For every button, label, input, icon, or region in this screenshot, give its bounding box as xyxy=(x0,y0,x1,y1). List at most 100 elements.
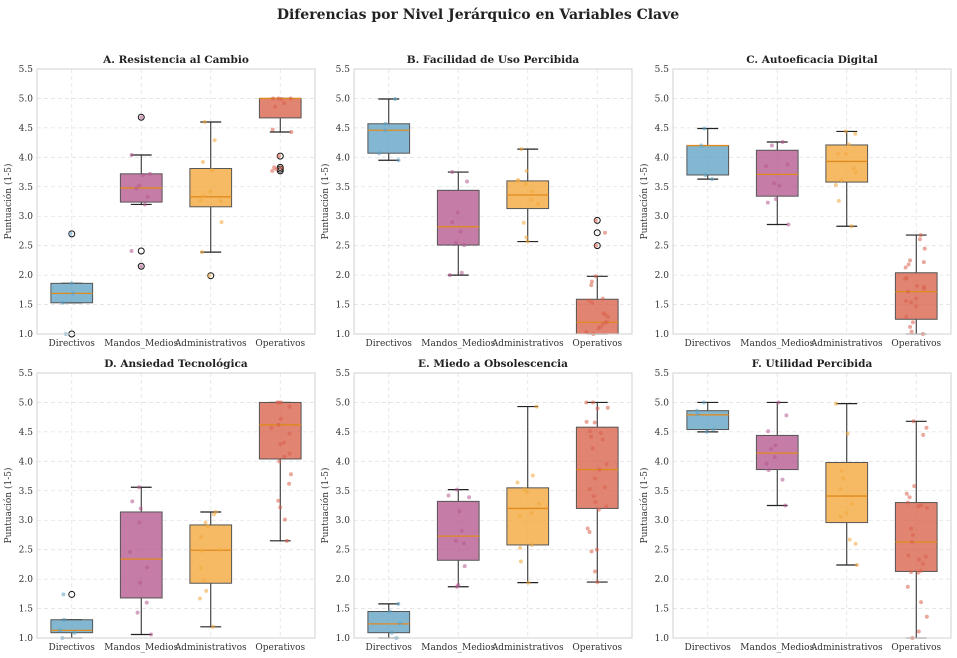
data-point xyxy=(903,299,908,304)
data-point xyxy=(703,173,708,177)
box-operativos xyxy=(575,400,619,585)
data-point xyxy=(702,126,707,131)
data-point xyxy=(924,505,929,510)
data-point xyxy=(446,493,451,498)
box-operativos xyxy=(575,216,619,336)
y-tick-label: 4.5 xyxy=(19,428,34,438)
box-mandos-medios xyxy=(755,140,799,227)
data-point xyxy=(603,312,608,317)
data-point xyxy=(851,166,856,171)
x-tick-label: Directivos xyxy=(366,339,413,349)
data-point xyxy=(523,181,528,186)
data-point xyxy=(838,514,843,519)
y-tick-label: 4.5 xyxy=(336,124,351,134)
data-point xyxy=(383,128,388,133)
data-point xyxy=(905,584,910,589)
iqr-box xyxy=(436,189,480,246)
data-point xyxy=(766,468,771,473)
x-tick-label: Administrativos xyxy=(491,339,564,349)
x-tick-label: Operativos xyxy=(255,339,305,349)
outlier-point xyxy=(137,113,145,121)
data-point xyxy=(217,548,222,553)
data-point xyxy=(903,265,908,270)
y-tick-label: 5.5 xyxy=(336,369,351,379)
iqr-box xyxy=(367,611,411,634)
data-point xyxy=(603,230,608,235)
data-point xyxy=(377,151,382,156)
data-point xyxy=(598,431,603,436)
y-tick-label: 5.0 xyxy=(655,94,670,104)
box-administrativos xyxy=(189,509,233,629)
data-point xyxy=(383,121,388,126)
y-tick-label: 5.5 xyxy=(19,65,34,75)
data-point xyxy=(593,218,598,223)
y-tick-label: 3.0 xyxy=(655,212,670,222)
data-point xyxy=(924,614,929,619)
y-tick-label: 2.0 xyxy=(19,271,34,281)
y-tick-label: 3.5 xyxy=(655,487,670,497)
data-point xyxy=(271,96,276,101)
data-point xyxy=(695,412,700,417)
data-point xyxy=(529,542,534,547)
data-point xyxy=(199,548,204,553)
y-tick-label: 2.5 xyxy=(336,546,351,556)
iqr-box xyxy=(825,144,869,183)
y-axis-label: Puntuación (1-5) xyxy=(320,468,331,544)
data-point xyxy=(914,296,919,301)
data-point xyxy=(592,476,597,481)
outlier-point xyxy=(137,247,145,255)
data-point xyxy=(594,547,599,552)
data-point xyxy=(710,177,715,182)
data-point xyxy=(198,565,203,570)
data-point xyxy=(597,467,602,472)
panel-b: 1.0 1.5 2.0 2.5 3.0 3.5 4.0 4.5 5.0 5.5 Directivos… xyxy=(320,54,633,349)
box-operativos xyxy=(894,419,938,640)
y-tick-label: 1.0 xyxy=(19,634,34,644)
data-point xyxy=(210,168,215,173)
data-point xyxy=(586,298,591,303)
data-point xyxy=(145,565,150,570)
data-point xyxy=(218,198,223,203)
y-tick-label: 5.5 xyxy=(19,369,34,379)
axes-frame xyxy=(672,372,952,639)
data-point xyxy=(921,260,926,265)
data-point xyxy=(593,499,598,504)
data-point xyxy=(600,296,605,301)
y-tick-label: 1.5 xyxy=(19,605,34,615)
y-tick-label: 1.5 xyxy=(655,605,670,615)
y-tick-label: 4.0 xyxy=(19,153,34,163)
data-point xyxy=(536,501,541,506)
data-point xyxy=(62,617,67,622)
data-point xyxy=(147,171,152,176)
data-point xyxy=(588,429,593,434)
data-point xyxy=(71,291,76,296)
data-point xyxy=(138,506,143,511)
y-axis-label: Puntuación (1-5) xyxy=(3,468,14,544)
data-point xyxy=(518,559,523,564)
data-point xyxy=(764,461,769,466)
data-point xyxy=(134,186,139,191)
data-point xyxy=(909,526,914,531)
data-point xyxy=(127,550,132,555)
data-point xyxy=(465,179,470,184)
data-point xyxy=(130,499,135,504)
iqr-box xyxy=(258,97,302,119)
data-point xyxy=(288,472,293,477)
data-point xyxy=(699,143,704,148)
data-point xyxy=(919,503,924,508)
data-point xyxy=(455,210,460,215)
data-point xyxy=(769,143,774,148)
axes-frame xyxy=(353,372,633,639)
data-point xyxy=(911,419,916,424)
iqr-box xyxy=(755,149,799,197)
data-point xyxy=(780,477,785,482)
y-tick-label: 5.5 xyxy=(336,65,351,75)
y-axis-label: Puntuación (1-5) xyxy=(639,164,650,240)
box-mandos-medios xyxy=(436,487,480,589)
data-point xyxy=(219,220,224,225)
y-tick-label: 3.0 xyxy=(336,212,351,222)
data-point xyxy=(270,127,275,132)
data-point xyxy=(58,628,63,633)
iqr-box xyxy=(189,168,233,208)
data-point xyxy=(844,510,849,515)
